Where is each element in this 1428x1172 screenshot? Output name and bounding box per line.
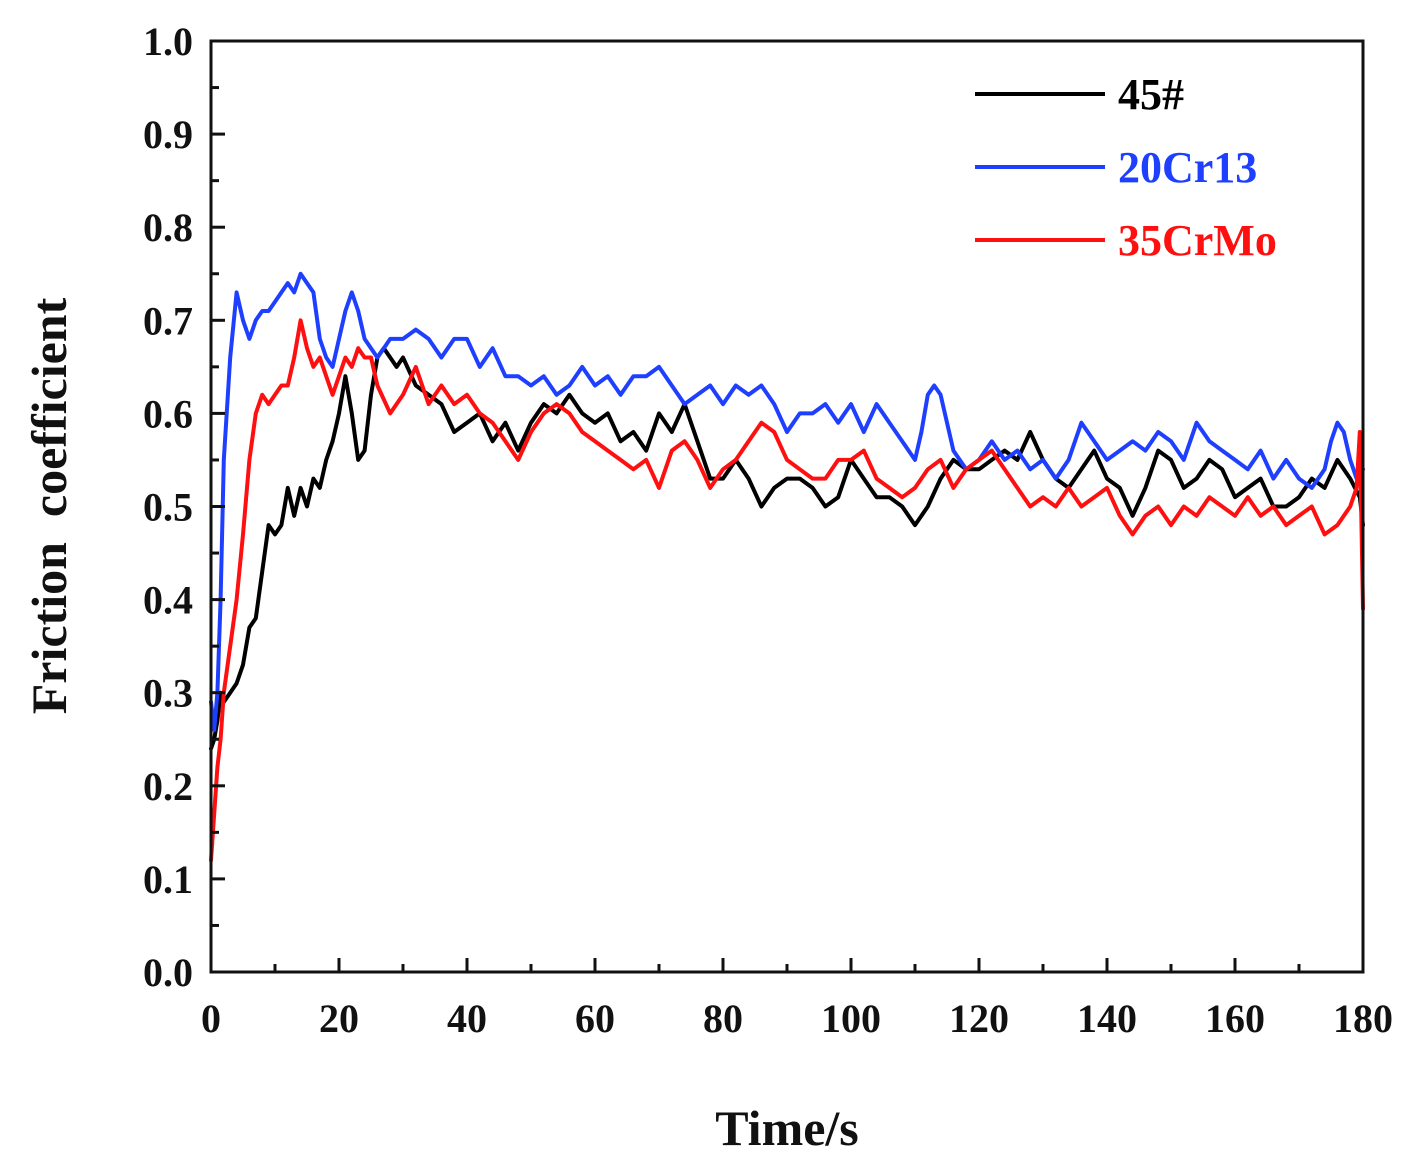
y-tick-label: 0.4	[143, 578, 193, 623]
x-tick-label: 40	[447, 996, 487, 1041]
y-tick-label: 0.0	[143, 950, 193, 995]
x-tick-label: 120	[949, 996, 1009, 1041]
series-line-2	[209, 318, 1365, 863]
x-tick-label: 80	[703, 996, 743, 1041]
y-axis-title: Friction coefficient	[21, 297, 77, 714]
x-tick-label: 60	[575, 996, 615, 1041]
x-tick-label: 160	[1205, 996, 1265, 1041]
y-tick-label: 0.8	[143, 205, 193, 250]
y-tick-label: 0.3	[143, 671, 193, 716]
x-tick-label: 20	[319, 996, 359, 1041]
legend-label-0: 45#	[1118, 70, 1184, 119]
x-tick-label: 0	[201, 996, 221, 1041]
axis-ticks	[209, 39, 1365, 974]
y-tick-label: 0.1	[143, 857, 193, 902]
y-tick-label: 0.2	[143, 764, 193, 809]
y-tick-label: 0.6	[143, 391, 193, 436]
y-tick-label: 0.9	[143, 112, 193, 157]
x-tick-label: 100	[821, 996, 881, 1041]
y-tick-label: 1.0	[143, 19, 193, 64]
legend-label-2: 35CrMo	[1118, 216, 1277, 265]
x-tick-labels: 0 20 40 60 80 100 120 140 160 180	[201, 996, 1393, 1041]
legend-label-1: 20Cr13	[1118, 143, 1257, 192]
x-tick-label: 180	[1333, 996, 1393, 1041]
y-tick-labels: 0.0 0.1 0.2 0.3 0.4 0.5 0.6 0.7 0.8 0.9 1.0	[143, 19, 193, 995]
y-tick-label: 0.7	[143, 298, 193, 343]
series-lines	[209, 271, 1365, 863]
x-tick-label: 140	[1077, 996, 1137, 1041]
x-axis-title: Time/s	[715, 1100, 859, 1156]
y-tick-label: 0.5	[143, 485, 193, 530]
legend: 45# 20Cr13 35CrMo	[975, 70, 1277, 265]
series-line-1	[209, 271, 1365, 732]
